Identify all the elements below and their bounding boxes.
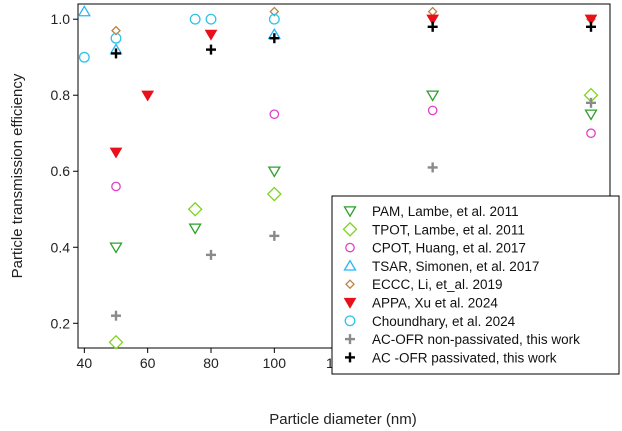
legend-label: AC-OFR non-passivated, this work [372, 332, 580, 347]
data-point [108, 334, 124, 350]
data-point [78, 51, 90, 63]
data-point [426, 14, 440, 26]
data-point [206, 249, 216, 260]
y-tick-label: 0.8 [51, 87, 71, 103]
data-point [189, 13, 201, 25]
data-point [188, 223, 202, 235]
data-point [427, 162, 438, 173]
x-tick-label: 100 [263, 355, 287, 371]
x-tick-label: 40 [77, 355, 93, 371]
legend-marker [343, 259, 357, 271]
data-point [586, 21, 596, 32]
data-point [427, 21, 438, 32]
data-point [204, 29, 218, 41]
y-axis-title: Particle transmission efficiency [9, 73, 26, 278]
data-point [269, 230, 280, 241]
data-point [427, 105, 438, 116]
legend-marker [345, 242, 355, 253]
data-point [584, 109, 598, 121]
data-point [77, 5, 91, 17]
data-point [206, 44, 216, 55]
x-tick-label: 80 [203, 355, 219, 371]
legend-label: TPOT, Lambe, et al. 2011 [372, 222, 525, 237]
legend-label: Choundhary, et al. 2024 [372, 314, 516, 329]
y-tick-label: 0.2 [51, 315, 71, 331]
y-tick-label: 0.6 [51, 163, 71, 179]
legend-marker [345, 352, 355, 363]
legend-marker [345, 279, 355, 290]
data-point [426, 90, 440, 102]
legend-entry: ECCC, Li, et_al. 2019 [345, 277, 503, 292]
data-point [584, 14, 598, 26]
legend-entry: TSAR, Simonen, et al. 2017 [343, 259, 539, 274]
data-point [586, 128, 596, 139]
data-point [110, 32, 122, 44]
legend-marker [345, 334, 355, 345]
legend-label: ECCC, Li, et_al. 2019 [372, 277, 503, 292]
data-point [111, 310, 121, 321]
legend-marker [344, 315, 356, 327]
legend-box [331, 195, 620, 375]
legend-marker [343, 297, 357, 309]
data-points [77, 5, 599, 350]
legend-label: AC -OFR passivated, this work [372, 350, 557, 365]
data-point [266, 186, 282, 202]
x-axis-title: Particle diameter (nm) [269, 411, 417, 428]
y-tick-label: 1.0 [51, 11, 71, 27]
data-point [267, 166, 281, 178]
legend-marker [342, 221, 358, 237]
legend: PAM, Lambe, et al. 2011 TPOT, Lambe, et a… [331, 195, 620, 375]
legend-entry: AC -OFR passivated, this work [345, 350, 557, 365]
legend-label: PAM, Lambe, et al. 2011 [372, 204, 519, 219]
legend-entry: PAM, Lambe, et al. 2011 [343, 204, 519, 219]
data-point [111, 181, 121, 192]
y-axis: 0.2 0.4 0.6 0.8 1.0 [51, 11, 78, 331]
legend-entry: Choundhary, et al. 2024 [344, 314, 516, 329]
data-point [109, 147, 123, 159]
legend-entry: AC-OFR non-passivated, this work [345, 332, 580, 347]
data-point [205, 13, 217, 25]
data-point [109, 242, 123, 254]
data-point [111, 25, 121, 36]
data-point [187, 201, 203, 217]
legend-label: APPA, Xu et al. 2024 [372, 296, 498, 311]
data-point [586, 97, 596, 108]
data-point [141, 90, 155, 102]
legend-label: CPOT, Huang, et al. 2017 [372, 241, 526, 256]
y-tick-label: 0.4 [51, 239, 71, 255]
legend-marker [343, 206, 357, 218]
legend-label: TSAR, Simonen, et al. 2017 [372, 259, 539, 274]
legend-entry: APPA, Xu et al. 2024 [343, 296, 498, 311]
data-point [427, 6, 438, 17]
data-point [111, 48, 121, 59]
data-point [269, 33, 280, 44]
x-tick-label: 60 [140, 355, 156, 371]
legend-entry: TPOT, Lambe, et al. 2011 [342, 221, 525, 237]
legend-entry: CPOT, Huang, et al. 2017 [345, 241, 526, 256]
data-point [269, 109, 280, 120]
data-point [269, 6, 280, 17]
data-point [268, 13, 280, 25]
